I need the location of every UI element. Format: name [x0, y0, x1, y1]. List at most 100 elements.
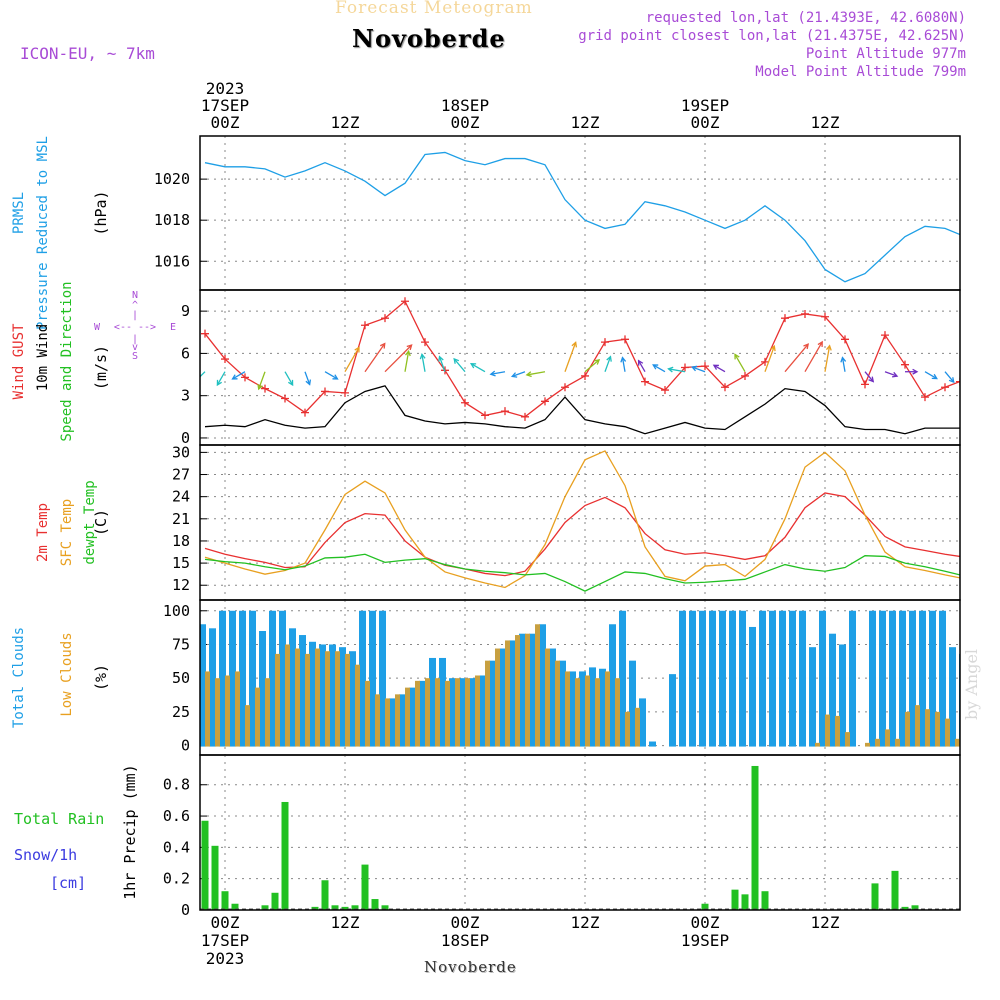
total-cloud-bar — [429, 657, 436, 747]
compass-arrows: <-- --> — [114, 322, 156, 333]
low-cloud-bar — [825, 714, 830, 747]
low-cloud-bar — [575, 678, 580, 747]
wind-arrow-head — [712, 364, 719, 370]
low-cloud-bar — [225, 675, 230, 747]
bottom-time-label: 00Z — [211, 913, 240, 932]
low-cloud-bar — [485, 660, 490, 747]
total-cloud-bar — [229, 610, 236, 747]
compass-n: N — [132, 290, 138, 301]
gust-marker — [481, 411, 489, 420]
compass-w: W — [94, 322, 101, 333]
precip-bar — [751, 765, 759, 910]
gust-marker — [941, 383, 949, 392]
gust-marker — [841, 335, 849, 344]
wind-arrow-head — [637, 359, 644, 366]
y-tick-label: 0 — [181, 737, 190, 755]
wind-arrow-head — [803, 343, 810, 350]
compass-s: S — [132, 351, 138, 362]
total-cloud-bar — [799, 610, 806, 747]
wind-arrow — [884, 371, 898, 377]
total-cloud-bar — [200, 624, 206, 747]
precip-bar — [741, 894, 749, 910]
top-time-label: 2023 — [206, 79, 245, 98]
gust-marker — [201, 329, 209, 338]
wind-arrow — [232, 371, 246, 380]
low-cloud-bar — [545, 648, 550, 747]
top-time-label: 12Z — [811, 113, 840, 132]
wind-arrow-head — [469, 363, 477, 369]
total-cloud-bar — [869, 610, 876, 747]
wind-arrow — [604, 356, 612, 372]
low-cloud-bar — [565, 671, 570, 747]
bottom-time-label: 12Z — [331, 913, 360, 932]
wind-arrow — [621, 357, 626, 372]
low-cloud-bar — [365, 680, 370, 747]
precip-bar — [911, 905, 919, 910]
low-cloud-bar — [395, 694, 400, 747]
bottom-time-label: 12Z — [811, 913, 840, 932]
wind-arrow-head — [489, 370, 496, 377]
pressure-content — [204, 151, 960, 283]
gust-marker — [401, 297, 409, 306]
total-cloud-bar — [369, 610, 376, 747]
precip-bar — [201, 820, 209, 910]
precip-bar — [351, 905, 359, 910]
gust-marker — [681, 363, 689, 372]
total-cloud-bar — [439, 657, 446, 747]
total-cloud-bar — [409, 687, 416, 747]
precip-bar — [371, 899, 379, 910]
gust-marker — [581, 371, 589, 380]
gust-marker — [721, 383, 729, 392]
low-cloud-bar — [335, 651, 340, 747]
low-cloud-bar — [215, 678, 220, 747]
y-tick-label: 15 — [172, 554, 190, 572]
total-cloud-bar — [389, 698, 396, 747]
product-title: Forecast Meteogram — [335, 0, 533, 18]
gust-marker — [501, 407, 509, 416]
low-cloud-bar — [965, 735, 970, 747]
total-cloud-bar — [899, 610, 906, 747]
low-cloud-bar — [515, 635, 520, 747]
station-title: Novoberde — [352, 24, 506, 53]
total-cloud-bar — [729, 610, 736, 747]
gust-marker — [541, 397, 549, 406]
wind-arrow-head — [912, 368, 919, 375]
compass-vert-top: | — [132, 310, 138, 321]
low-cloud-bar — [835, 715, 840, 747]
wind-arrow-head — [817, 340, 823, 347]
total-cloud-bar — [589, 667, 596, 747]
wind-arrow-head — [734, 353, 740, 360]
clouds-unit-label: (%) — [92, 664, 110, 691]
gust-marker — [321, 387, 329, 396]
wind-direction-label: Speed and Direction — [59, 281, 75, 441]
y-tick-label: 100 — [163, 602, 190, 620]
wind-arrow — [764, 345, 775, 372]
gust-marker — [301, 408, 309, 417]
prmsl-line — [204, 151, 960, 283]
y-tick-label: 18 — [172, 532, 190, 550]
low-cloud-bar — [905, 711, 910, 747]
total-cloud-bar — [449, 678, 456, 747]
gust-marker — [361, 321, 369, 330]
wind-arrow — [511, 371, 526, 377]
low-cloud-bar — [385, 698, 390, 747]
y-tick-label: 3 — [181, 387, 190, 405]
wind-arrow-head — [525, 371, 532, 378]
low-cloud-bar — [315, 648, 320, 747]
wind-arrow-head — [948, 377, 955, 384]
gust-marker — [741, 371, 749, 380]
precip-bar — [221, 891, 229, 910]
wind-arrow-head — [594, 359, 601, 365]
low-cloud-bar — [235, 671, 240, 747]
y-tick-label: 0.2 — [163, 870, 190, 888]
gust-marker — [956, 377, 960, 386]
total-rain-label: Total Rain — [14, 810, 104, 828]
total-cloud-bar — [319, 644, 326, 747]
low-cloud-bar — [585, 675, 590, 747]
total-cloud-bar — [579, 671, 586, 747]
total-cloud-bar — [499, 648, 506, 747]
wind-content — [200, 297, 960, 435]
low-cloud-bar — [475, 675, 480, 747]
wind-arrow — [864, 371, 874, 382]
